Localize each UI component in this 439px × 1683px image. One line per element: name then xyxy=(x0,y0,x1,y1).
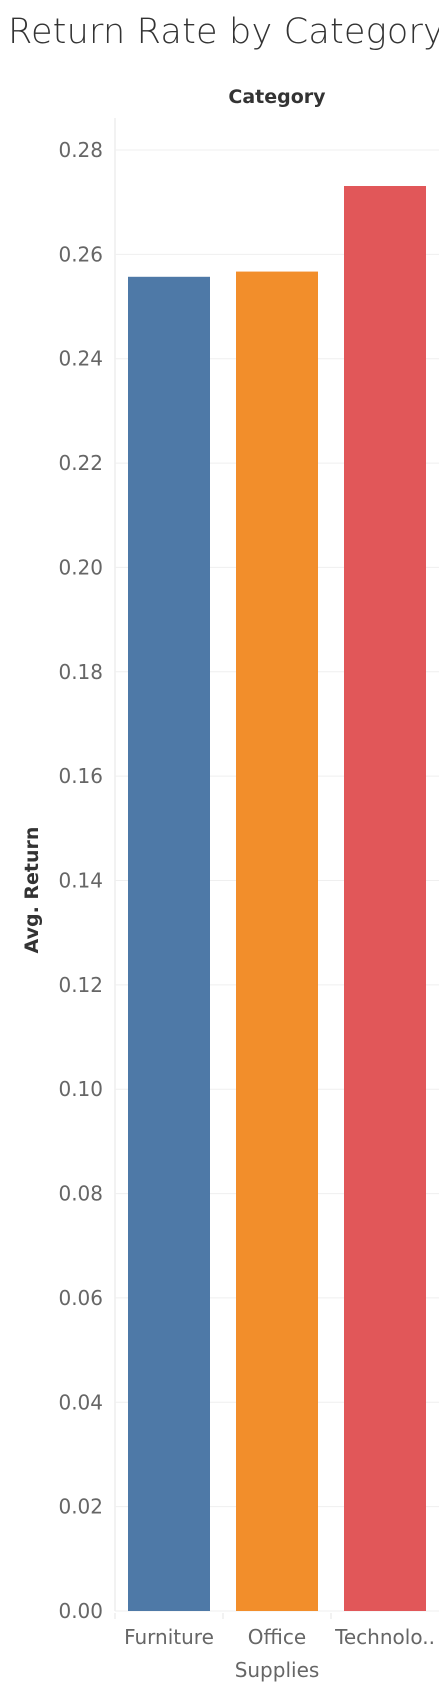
y-axis-title: Avg. Return xyxy=(21,827,43,954)
y-tick-label: 0.02 xyxy=(58,1495,103,1519)
bar-office-supplies[interactable] xyxy=(236,271,318,1612)
bar-technology[interactable] xyxy=(344,186,426,1612)
y-tick-label: 0.14 xyxy=(58,869,103,893)
y-tick-label: 0.10 xyxy=(58,1077,103,1101)
y-tick-label: 0.28 xyxy=(58,138,103,162)
y-tick-label: 0.06 xyxy=(58,1286,103,1310)
bar-furniture[interactable] xyxy=(128,276,210,1611)
y-tick-label: 0.12 xyxy=(58,973,103,997)
x-category-label: Office xyxy=(248,1625,306,1649)
y-tick-label: 0.08 xyxy=(58,1182,103,1206)
y-tick-label: 0.20 xyxy=(58,555,103,579)
x-category-label: Technolo.. xyxy=(334,1625,435,1649)
chart-title: Return Rate by Category xyxy=(8,12,439,52)
y-tick-label: 0.24 xyxy=(58,347,103,371)
y-tick-label: 0.18 xyxy=(58,660,103,684)
y-tick-label: 0.16 xyxy=(58,764,103,788)
x-axis-labels: Furniture Office Supplies Technolo.. xyxy=(114,1613,435,1682)
x-category-label: Supplies xyxy=(235,1658,320,1682)
y-tick-label: 0.04 xyxy=(58,1390,103,1414)
y-tick-label: 0.22 xyxy=(58,451,103,475)
y-axis-ticks: 0.00 0.02 0.04 0.06 0.08 0.10 0.12 0.14 0.16 0.18… xyxy=(58,138,103,1623)
y-tick-label: 0.26 xyxy=(58,242,103,266)
bars xyxy=(128,186,426,1612)
x-category-label: Furniture xyxy=(124,1625,214,1649)
y-tick-label: 0.00 xyxy=(58,1599,103,1623)
column-header: Category xyxy=(228,86,326,108)
